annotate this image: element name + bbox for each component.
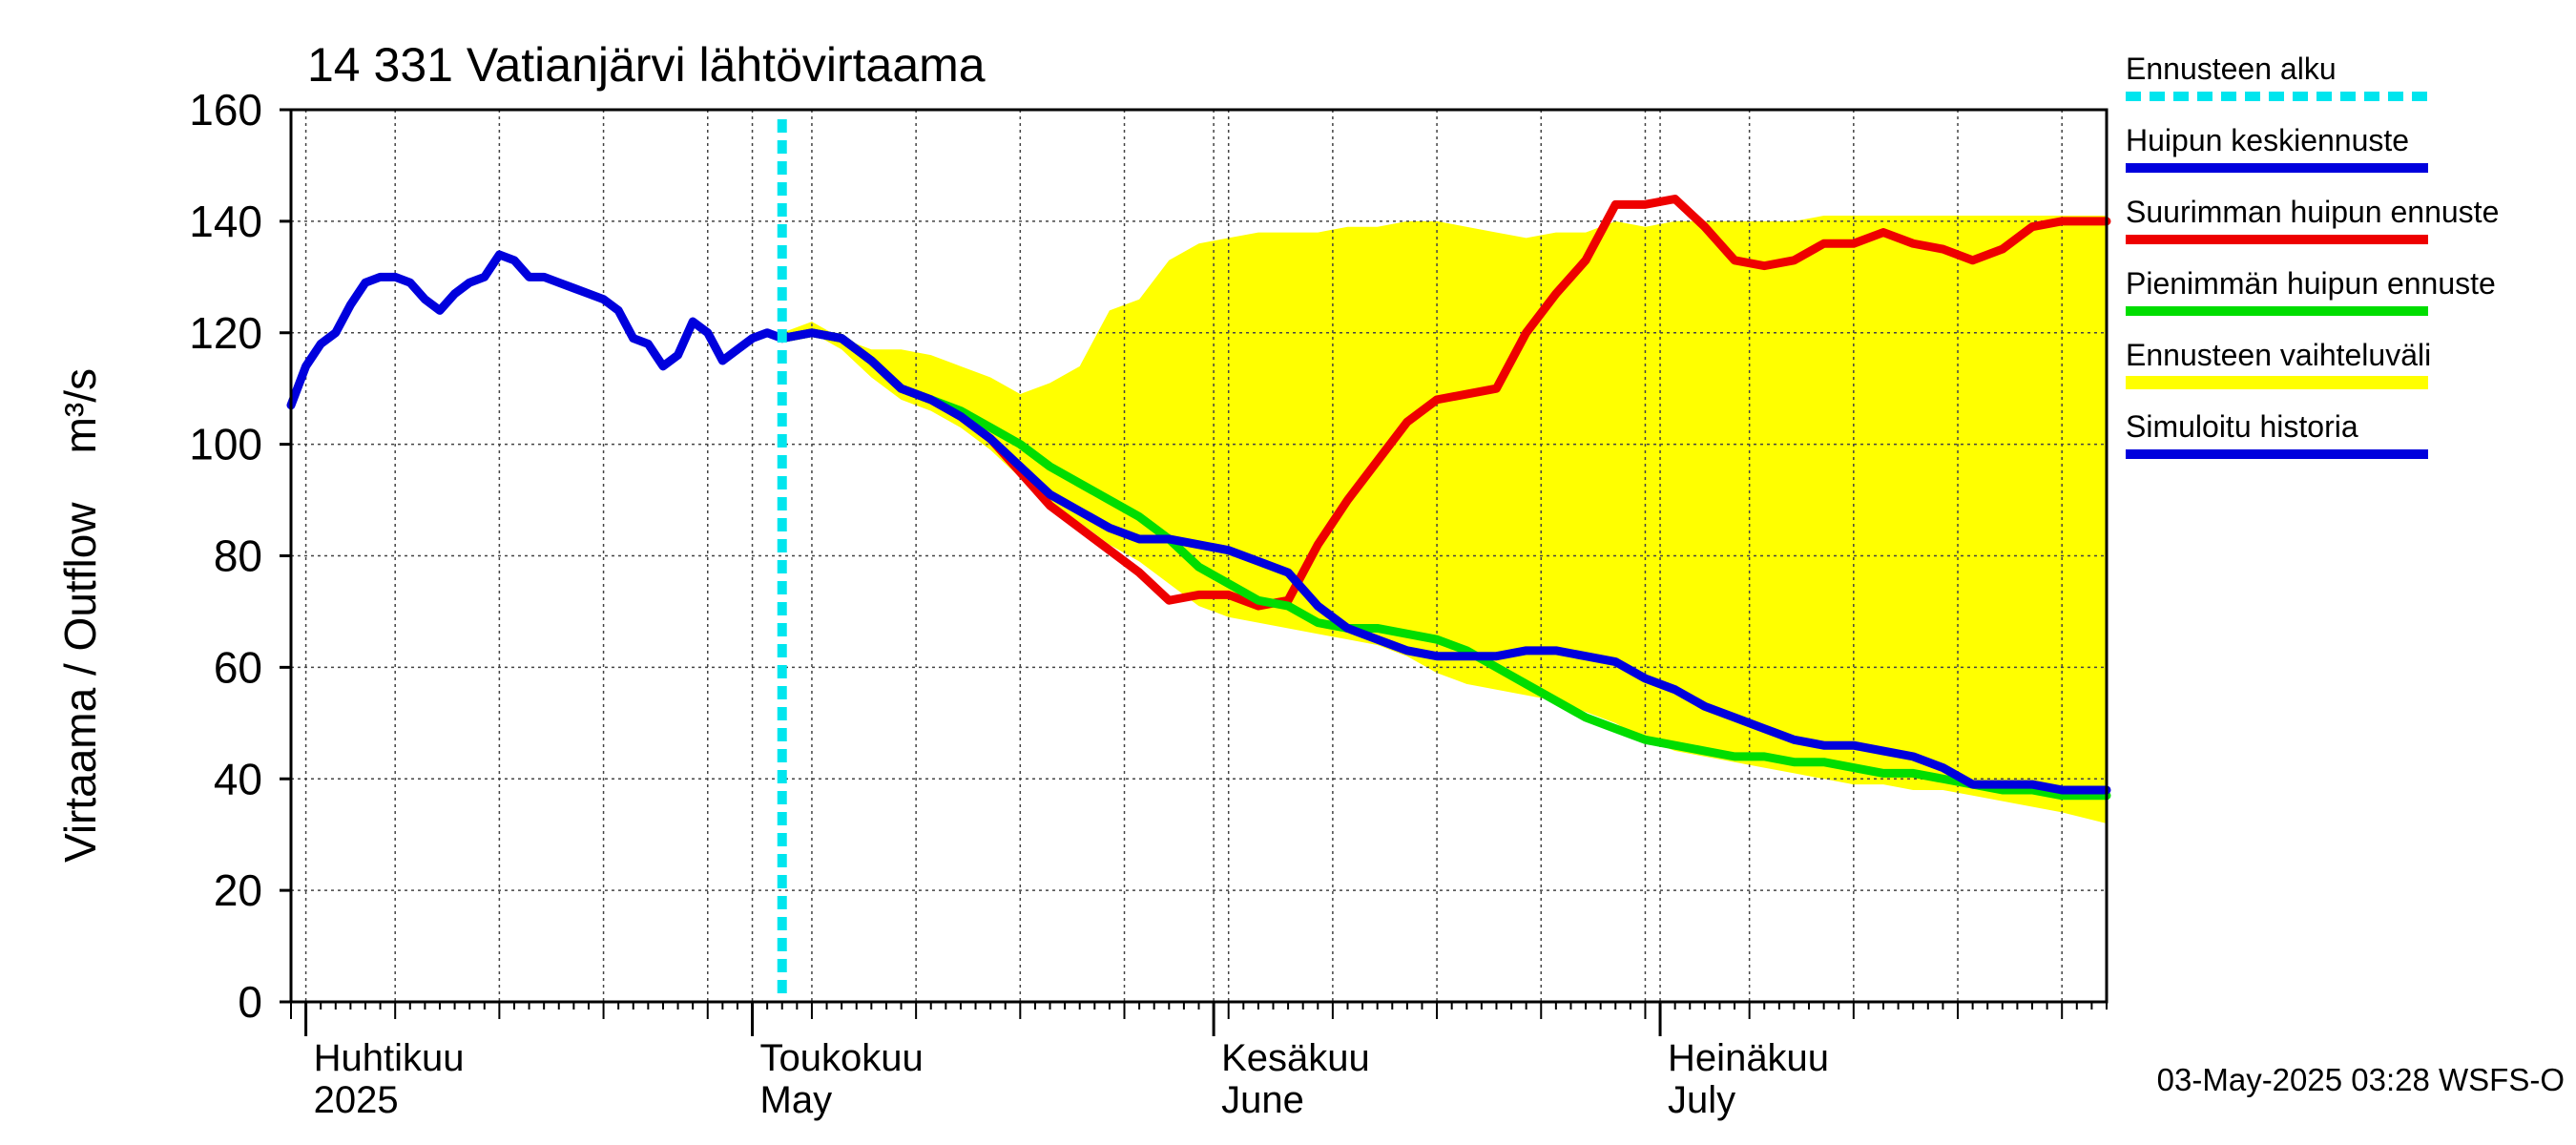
y-tick-label: 140 [189,197,262,246]
x-month-label-en: June [1221,1079,1304,1121]
y-tick-label: 80 [214,531,262,581]
legend-label: Pienimmän huipun ennuste [2126,266,2496,301]
y-tick-label: 120 [189,308,262,358]
legend: Ennusteen alku Huipun keskiennuste Suurimm… [2126,52,2499,459]
chart-title: 14 331 Vatianjärvi lähtövirtaama [307,38,986,92]
x-month-label-en: July [1668,1079,1735,1121]
x-month-label-en: 2025 [314,1079,399,1121]
legend-label: Simuloitu historia [2126,409,2358,444]
y-tick-label: 100 [189,420,262,469]
footer-timestamp: 03-May-2025 03:28 WSFS-O [2157,1062,2565,1097]
legend-label: Suurimman huipun ennuste [2126,195,2499,229]
y-axis-label: Virtaama / Outflow m³/s [55,368,105,863]
x-month-label-en: May [760,1079,833,1121]
series-lines-layer [286,195,2111,801]
history-line [286,250,787,410]
x-month-label-fi: Kesäkuu [1221,1037,1370,1079]
y-tick-label: 40 [214,754,262,803]
grid-layer [291,110,2107,1002]
y-tick-label: 20 [214,865,262,915]
forecast-range-band-layer [781,216,2108,823]
x-month-label-fi: Toukokuu [760,1037,924,1079]
y-tick-label: 160 [189,85,262,135]
legend-label: Ennusteen vaihteluväli [2126,338,2431,372]
x-month-label-fi: Heinäkuu [1668,1037,1829,1079]
legend-label: Ennusteen alku [2126,52,2337,86]
y-tick-label: 60 [214,642,262,692]
y-tick-label: 0 [238,977,262,1027]
mean-peak-line [778,328,2111,795]
min-peak-line [778,328,2111,801]
x-month-label-fi: Huhtikuu [314,1037,465,1079]
legend-label: Huipun keskiennuste [2126,123,2409,157]
forecast-range-band [781,216,2108,823]
